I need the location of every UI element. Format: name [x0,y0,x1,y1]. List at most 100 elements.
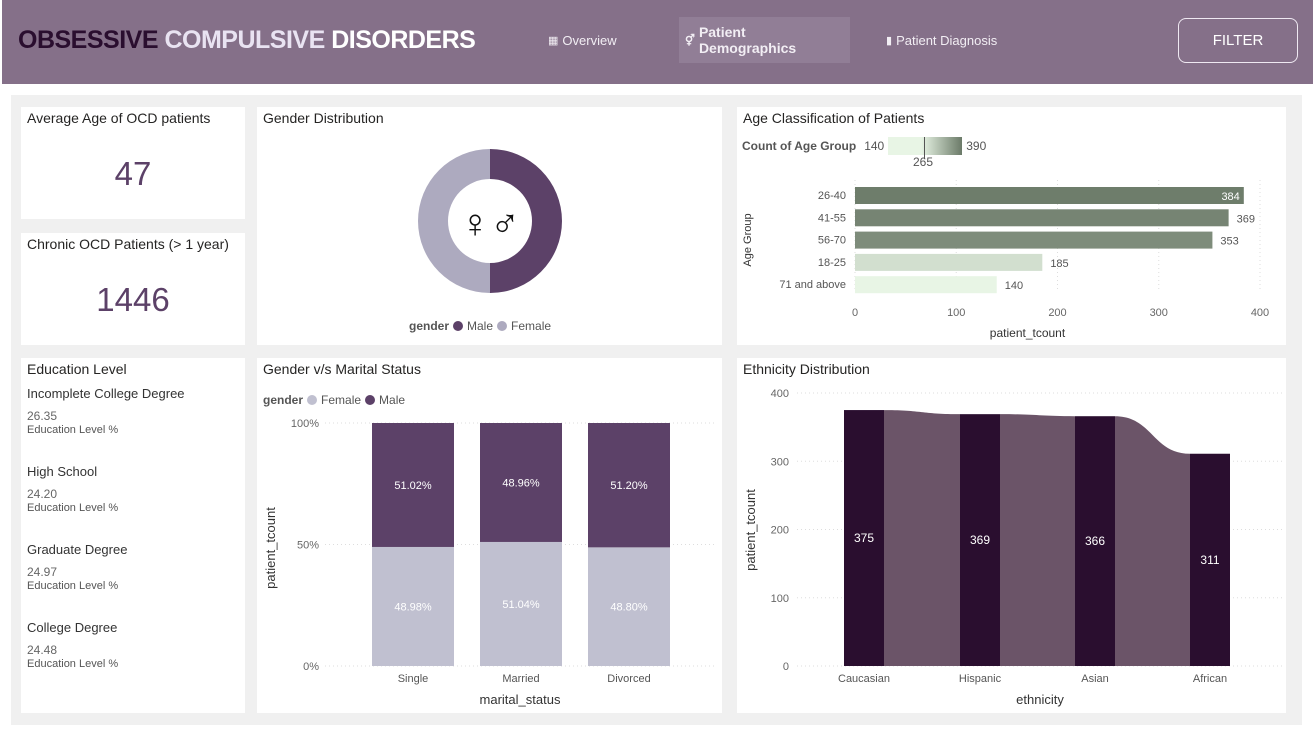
x-axis-title: ethnicity [1016,692,1064,707]
data-label: 140 [1005,280,1023,292]
gradient-legend: Count of Age Group 140 390 [742,137,986,159]
education-level-card: Education Level Incomplete College Degre… [21,358,245,713]
kpi-title: Chronic OCD Patients (> 1 year) [27,236,229,252]
marital-stacked-chart: 0% 50% 100% 51.02% 48.98% Single 48.96% 51.04% M… [263,418,717,707]
ethnicity-bar[interactable] [844,410,884,666]
x-tick-label: 300 [1150,307,1168,319]
nav-overview[interactable]: ▦ Overview [548,32,617,48]
x-tick-label: 100 [947,307,965,319]
kpi-title: Average Age of OCD patients [27,110,211,126]
card-title: Ethnicity Distribution [743,361,870,377]
x-tick-label: African [1193,673,1227,685]
grid-icon: ▦ [548,34,559,47]
age-bar[interactable] [855,187,1244,204]
data-label: 369 [970,533,990,547]
education-item: College Degree 24.48 Education Level % [27,620,119,670]
legend-female[interactable]: Female [511,319,552,333]
bar-female[interactable] [480,541,562,666]
x-tick-label: Hispanic [959,673,1002,685]
nav-patient-demographics[interactable]: ⚥ Patient Demographics [679,17,850,63]
education-item: Incomplete College Degree 26.35 Education … [27,386,185,436]
y-tick-label: 71 and above [779,279,846,291]
donut-slice-female[interactable] [418,149,490,293]
card-title: Gender v/s Marital Status [263,361,421,377]
gender-icon: ⚥ [685,34,695,47]
x-tick-label: Asian [1081,673,1109,685]
data-label-female: 51.04% [502,599,540,611]
x-axis-title: marital_status [480,692,561,707]
y-tick-label: 100% [291,418,319,430]
x-axis-title: patient_tcount [990,326,1066,340]
x-tick-label: Caucasian [838,673,890,685]
age-bar[interactable] [855,253,1043,271]
education-item: High School 24.20 Education Level % [27,464,119,514]
legend-male[interactable]: Male [467,319,494,333]
legend-dot-female [307,395,318,405]
age-bar[interactable] [855,209,1229,227]
legend-dot-female [497,321,508,331]
ribbon[interactable] [884,410,960,666]
legend-male[interactable]: Male [379,393,406,407]
data-label: 366 [1085,534,1105,548]
y-tick-label: 41-55 [818,212,846,224]
data-label-female: 48.98% [394,601,432,613]
ethnicity-ribbon-chart: 0 100 200 300 400 375 Caucasian 369 Hispanic 366 A… [743,388,1282,707]
gradient-mid: 265 [913,155,934,169]
gender-symbols-icon: ♀♂ [460,202,520,246]
age-bar[interactable] [855,231,1213,249]
data-label-male: 48.96% [502,477,540,489]
data-label: 369 [1237,213,1255,225]
y-tick-label: 0% [303,661,319,673]
x-tick-label: 200 [1048,307,1066,319]
y-tick-label: 26-40 [818,190,846,202]
ethnicity-bar[interactable] [960,414,1000,666]
bar-male[interactable] [480,423,562,542]
y-tick-label: 0 [783,661,789,673]
y-tick-label: 18-25 [818,257,846,269]
legend-dot-male [453,321,464,331]
data-label-male: 51.20% [610,480,648,492]
donut-slice-male[interactable] [490,149,562,293]
bar-male[interactable] [588,423,670,548]
bar-female[interactable] [372,546,454,666]
y-tick-label: 400 [771,388,789,400]
data-label: 353 [1220,236,1238,248]
kpi-average-age: Average Age of OCD patients 47 [21,107,245,219]
x-tick-label: Married [502,673,539,685]
kpi-value: 47 [114,155,152,192]
data-label: 384 [1221,191,1239,203]
y-axis-title: Age Group [742,213,754,266]
legend-female[interactable]: Female [321,393,362,407]
gender-donut: ♀♂ [418,149,562,293]
ethnicity-bar[interactable] [1075,416,1115,666]
gender-marital-card: Gender v/s Marital Status gender Female … [257,358,722,713]
kpi-value: 1446 [96,281,170,318]
x-tick-label: 400 [1251,307,1269,319]
bar-male[interactable] [372,423,454,547]
card-title: Education Level [27,361,127,377]
data-label: 311 [1200,553,1219,567]
test-tube-icon: ▮ [886,34,893,47]
nav-patient-diagnosis[interactable]: ▮ Patient Diagnosis [886,32,998,48]
x-tick-label: Single [398,673,429,685]
kpi-chronic-patients: Chronic OCD Patients (> 1 year) 1446 [21,233,245,345]
data-label-female: 48.80% [610,602,648,614]
gradient-bar [888,137,963,159]
data-label: 185 [1050,258,1068,270]
ethnicity-bar[interactable] [1190,453,1230,666]
x-tick-label: 0 [852,307,858,319]
age-classification-card: Age Classification of Patients Count of … [737,107,1286,345]
y-tick-label: 100 [771,593,789,605]
dashboard-title: OBSESSIVE COMPULSIVE DISORDERS [18,26,476,54]
education-item: Graduate Degree 24.97 Education Level % [27,542,128,592]
ribbon[interactable] [1115,416,1190,666]
ribbon[interactable] [1000,414,1075,666]
y-axis-title: patient_tcount [743,489,758,571]
age-bar[interactable] [855,276,997,294]
filter-button[interactable]: FILTER [1178,18,1298,63]
header-bar: OBSESSIVE COMPULSIVE DISORDERS ▦ Overview… [2,0,1313,84]
data-label-male: 51.02% [394,480,432,492]
y-axis-title: patient_tcount [263,507,278,589]
y-tick-label: 56-70 [818,235,846,247]
bar-female[interactable] [588,547,670,666]
